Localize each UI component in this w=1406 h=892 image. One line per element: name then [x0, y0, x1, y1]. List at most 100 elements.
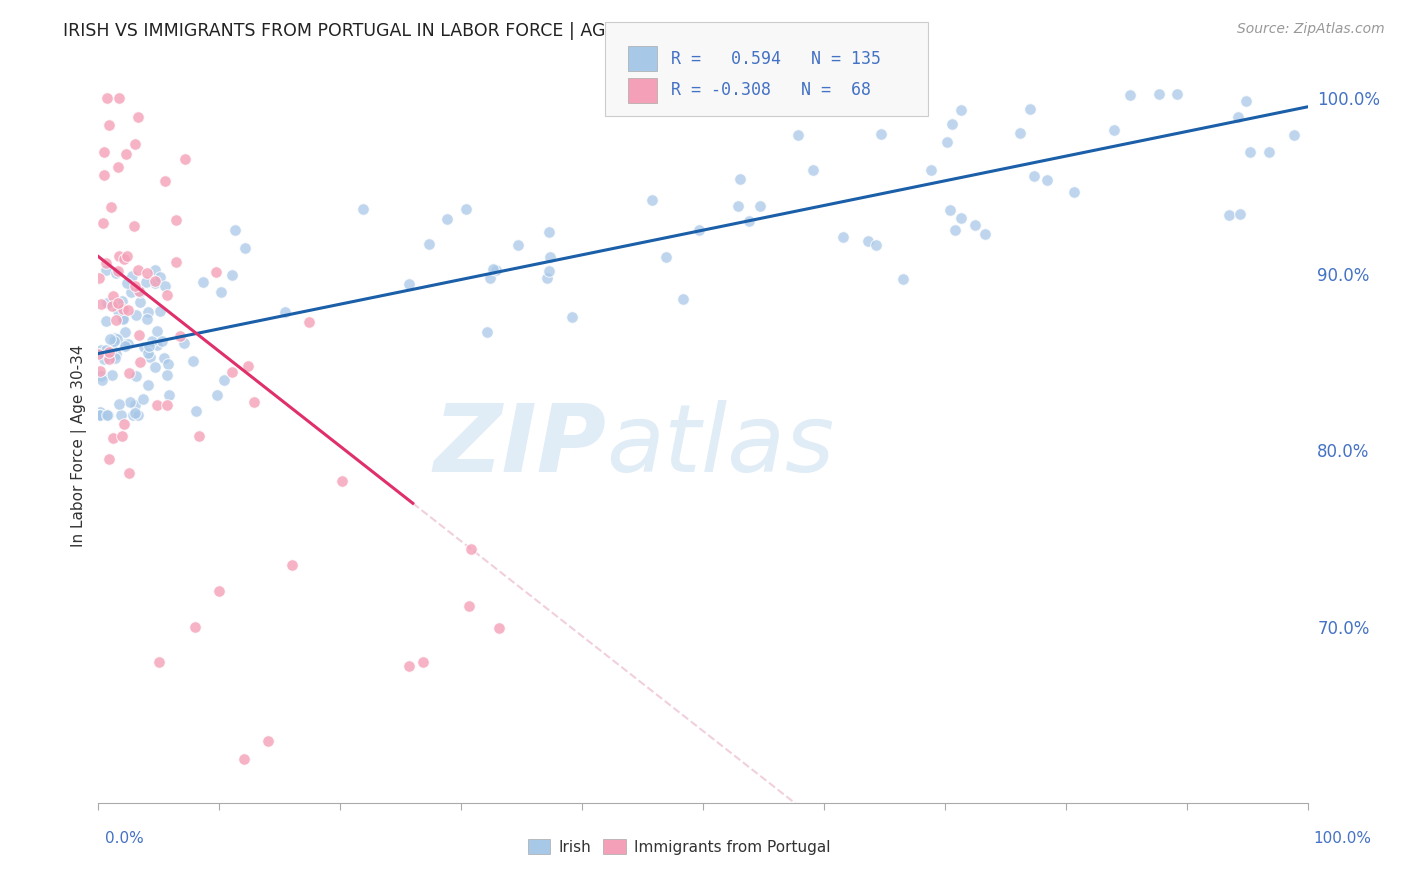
Point: [148, 304, 170, 318]
Point: [352, 202, 374, 216]
Point: [127, 110, 149, 124]
Text: atlas: atlas: [606, 401, 835, 491]
Point: [950, 103, 973, 118]
Point: [124, 279, 146, 293]
Point: [101, 342, 124, 356]
Point: [129, 295, 152, 310]
Point: [488, 621, 510, 635]
Point: [124, 136, 146, 151]
Point: [460, 541, 482, 556]
Point: [418, 237, 440, 252]
Point: [121, 268, 143, 283]
Point: [89, 364, 111, 378]
Point: [1218, 208, 1240, 222]
Point: [181, 354, 204, 368]
Point: [221, 366, 243, 380]
Point: [89, 408, 111, 422]
Point: [1226, 111, 1249, 125]
Point: [146, 324, 169, 338]
Point: [114, 325, 136, 339]
Point: [191, 275, 214, 289]
Point: [456, 202, 478, 216]
Point: [104, 351, 127, 365]
Point: [128, 285, 150, 299]
Point: [118, 466, 141, 480]
Point: [97, 352, 120, 367]
Point: [832, 230, 855, 244]
Point: [112, 417, 135, 431]
Point: [538, 263, 561, 277]
Point: [153, 351, 176, 365]
Point: [90, 297, 112, 311]
Point: [114, 146, 136, 161]
Point: [950, 211, 973, 226]
Point: [98, 119, 121, 133]
Point: [87, 408, 110, 422]
Point: [94, 256, 117, 270]
Point: [209, 285, 232, 299]
Point: [127, 408, 149, 422]
Point: [129, 355, 152, 369]
Point: [165, 254, 187, 268]
Point: [537, 225, 560, 239]
Point: [100, 200, 122, 214]
Point: [155, 174, 177, 188]
Point: [1035, 172, 1057, 186]
Point: [436, 212, 458, 227]
Point: [107, 296, 129, 310]
Point: [89, 271, 111, 285]
Point: [224, 223, 246, 237]
Point: [111, 293, 134, 308]
Point: [87, 347, 110, 361]
Point: [89, 408, 111, 422]
Point: [128, 327, 150, 342]
Point: [103, 289, 125, 303]
Point: [156, 288, 179, 302]
Point: [112, 252, 135, 266]
Point: [274, 305, 297, 319]
Point: [112, 311, 135, 326]
Point: [412, 655, 434, 669]
Point: [485, 263, 508, 277]
Text: 0.0%: 0.0%: [105, 831, 145, 846]
Point: [143, 262, 166, 277]
Point: [920, 162, 942, 177]
Point: [1063, 186, 1085, 200]
Point: [94, 314, 117, 328]
Point: [120, 285, 142, 299]
Point: [117, 303, 139, 318]
Point: [100, 299, 122, 313]
Point: [243, 394, 266, 409]
Point: [89, 347, 111, 361]
Point: [96, 296, 118, 310]
Point: [803, 163, 825, 178]
Point: [749, 199, 772, 213]
Point: [101, 368, 124, 382]
Y-axis label: In Labor Force | Age 30-34: In Labor Force | Age 30-34: [72, 344, 87, 548]
Point: [232, 752, 254, 766]
Point: [727, 199, 749, 213]
Point: [1104, 123, 1126, 137]
Point: [96, 408, 118, 422]
Point: [184, 619, 207, 633]
Point: [125, 369, 148, 384]
Point: [118, 366, 141, 380]
Point: [208, 584, 231, 599]
Point: [149, 269, 172, 284]
Point: [125, 308, 148, 322]
Point: [256, 734, 278, 748]
Point: [1147, 87, 1170, 102]
Text: ZIP: ZIP: [433, 400, 606, 492]
Point: [115, 249, 138, 263]
Point: [458, 599, 481, 613]
Point: [122, 219, 145, 233]
Point: [107, 332, 129, 346]
Point: [124, 406, 146, 420]
Point: [1258, 145, 1281, 160]
Point: [204, 265, 226, 279]
Point: [155, 398, 177, 412]
Point: [856, 234, 879, 248]
Point: [105, 313, 128, 327]
Point: [538, 250, 561, 264]
Point: [298, 315, 321, 329]
